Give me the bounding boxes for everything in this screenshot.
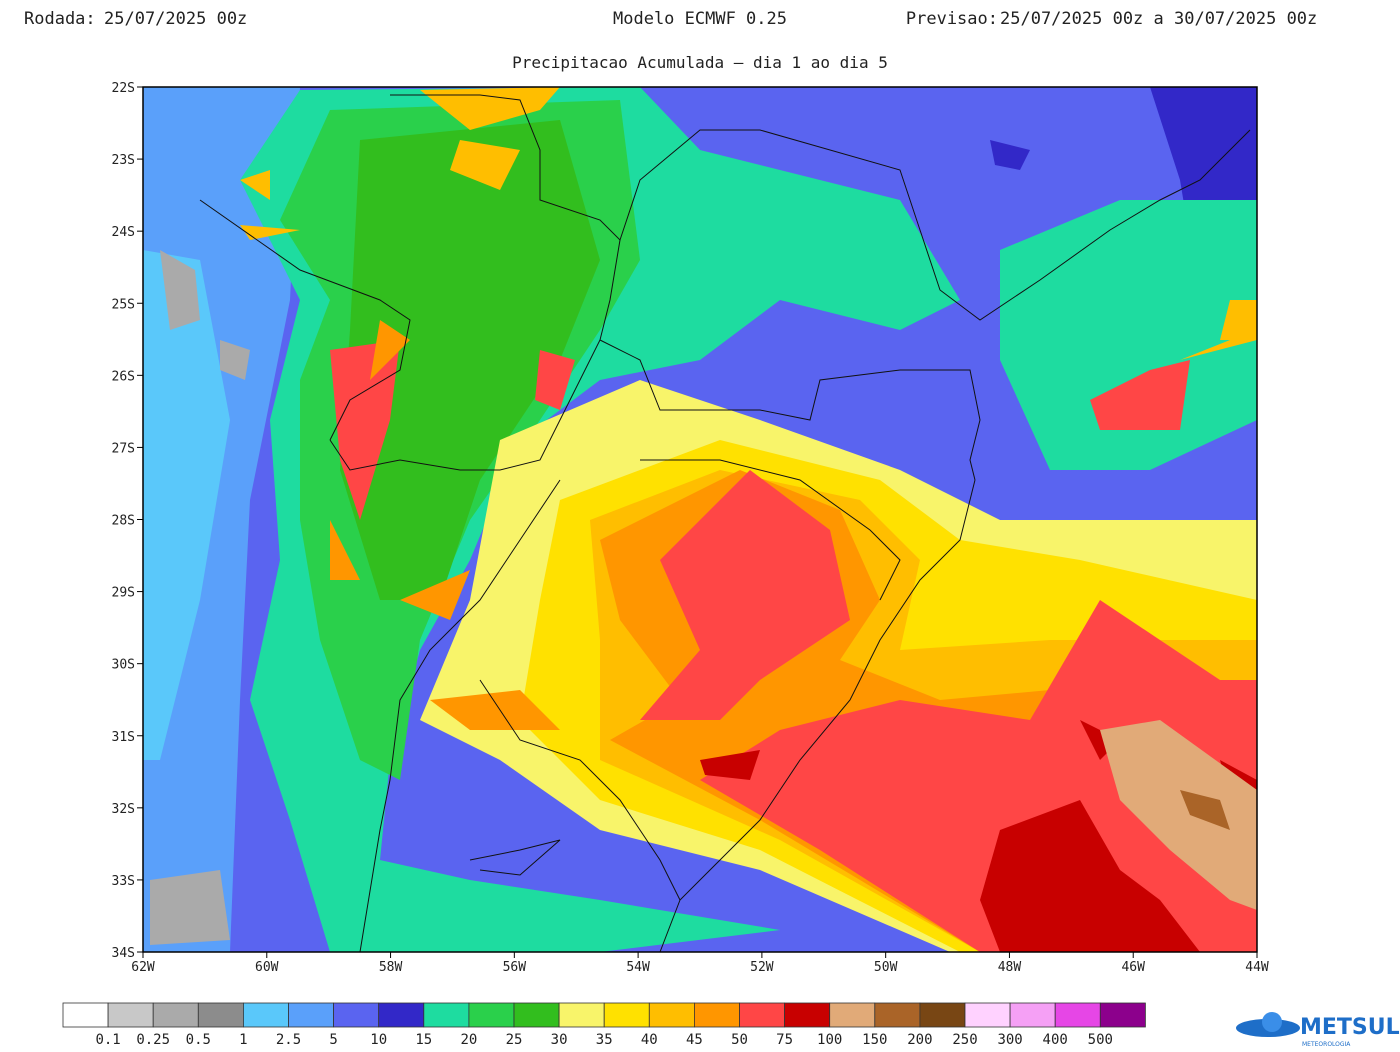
- lon-label: 60W: [255, 960, 279, 975]
- colorbar-label: 100: [817, 1032, 842, 1048]
- lat-label: 30S: [112, 658, 135, 673]
- colorbar-swatch: [1009, 1002, 1056, 1028]
- colorbar-swatch: [107, 1002, 154, 1028]
- logo-name: METSUL: [1300, 1015, 1400, 1040]
- colorbar-label: 5: [329, 1032, 337, 1048]
- colorbar-label: 10: [370, 1032, 387, 1048]
- colorbar-swatch: [739, 1002, 785, 1028]
- colorbar-label: 250: [952, 1032, 977, 1048]
- lat-label: 23S: [112, 153, 135, 168]
- colorbar-label: 20: [460, 1032, 477, 1048]
- colorbar-label: 40: [641, 1032, 658, 1048]
- lat-label: 28S: [112, 514, 135, 529]
- colorbar-label: 400: [1043, 1032, 1068, 1048]
- colorbar-swatch: [152, 1002, 199, 1028]
- colorbar-swatch: [378, 1002, 425, 1028]
- lat-label: 27S: [112, 441, 135, 456]
- lat-label: 26S: [112, 369, 135, 384]
- colorbar-swatch: [423, 1002, 470, 1028]
- colorbar-label: 35: [596, 1032, 613, 1048]
- lat-label: 25S: [112, 297, 135, 312]
- borders: [199, 94, 1251, 952]
- lat-label: 22S: [112, 81, 135, 96]
- colorbar-swatch: [919, 1002, 966, 1028]
- colorbar-label: 300: [997, 1032, 1022, 1048]
- colorbar-label: 50: [731, 1032, 748, 1048]
- precip-field: [143, 87, 1257, 952]
- colorbar-swatch: [558, 1002, 605, 1028]
- colorbar-label: 25: [506, 1032, 523, 1048]
- colorbar-swatch: [648, 1002, 695, 1028]
- colorbar-swatch: [62, 1002, 109, 1028]
- lon-label: 48W: [998, 960, 1022, 975]
- lon-label: 44W: [1245, 960, 1269, 975]
- colorbar-label: 0.1: [95, 1032, 120, 1048]
- colorbar-swatch: [513, 1002, 560, 1028]
- lat-label: 29S: [112, 586, 135, 601]
- lon-label: 58W: [379, 960, 403, 975]
- lon-label: 46W: [1121, 960, 1145, 975]
- lon-label: 56W: [503, 960, 527, 975]
- colorbar-label: 0.25: [136, 1032, 170, 1048]
- previsao-label: Previsao:: [906, 9, 998, 29]
- model-title: Modelo ECMWF 0.25: [613, 9, 787, 29]
- logo-icon: [1262, 1012, 1282, 1032]
- colorbar-swatch: [288, 1002, 334, 1028]
- lon-label: 54W: [626, 960, 650, 975]
- axes: 22S23S24S25S26S27S28S29S30S31S32S33S34S6…: [112, 81, 1269, 975]
- colorbar-swatch: [694, 1002, 740, 1028]
- lat-label: 33S: [112, 874, 135, 889]
- colorbar-label: 30: [551, 1032, 568, 1048]
- colorbar-label: 150: [862, 1032, 887, 1048]
- previsao-value: 25/07/2025 00z a 30/07/2025 00z: [1000, 9, 1317, 29]
- colorbar-label: 2.5: [276, 1032, 301, 1048]
- colorbar-swatch: [829, 1002, 876, 1028]
- lon-label: 50W: [874, 960, 898, 975]
- lon-label: 52W: [750, 960, 774, 975]
- colorbar: 0.1 0.25 0.5 1 2.5 5 10 15 20 25 30 35 40 45 50 75 100 15…: [62, 1002, 1146, 1048]
- colorbar-label: 1: [239, 1032, 247, 1048]
- colorbar-swatch: [197, 1002, 244, 1028]
- lat-label: 34S: [112, 946, 135, 961]
- lat-label: 31S: [112, 730, 135, 745]
- colorbar-label: 75: [776, 1032, 793, 1048]
- lat-label: 32S: [112, 802, 135, 817]
- colorbar-label: 500: [1088, 1032, 1113, 1048]
- colorbar-swatch: [333, 1002, 380, 1028]
- colorbar-label: 0.5: [186, 1032, 211, 1048]
- lat-label: 24S: [112, 225, 135, 240]
- colorbar-swatch: [603, 1002, 650, 1028]
- colorbar-swatch: [1099, 1002, 1146, 1028]
- colorbar-swatch: [874, 1002, 921, 1028]
- logo: METSUL METEOROLOGIA: [1236, 1012, 1400, 1048]
- colorbar-swatch: [1054, 1002, 1101, 1028]
- colorbar-swatch: [468, 1002, 515, 1028]
- rodada-value: 25/07/2025 00z: [104, 9, 247, 29]
- colorbar-swatch: [784, 1002, 831, 1028]
- colorbar-label: 15: [415, 1032, 432, 1048]
- colorbar-label: 200: [907, 1032, 932, 1048]
- subtitle: Precipitacao Acumulada – dia 1 ao dia 5: [512, 53, 888, 72]
- rodada-label: Rodada:: [24, 9, 96, 29]
- colorbar-label: 45: [686, 1032, 703, 1048]
- colorbar-swatch: [964, 1002, 1011, 1028]
- logo-tagline: METEOROLOGIA: [1302, 1041, 1351, 1048]
- colorbar-swatch: [242, 1002, 289, 1028]
- lon-label: 62W: [131, 960, 155, 975]
